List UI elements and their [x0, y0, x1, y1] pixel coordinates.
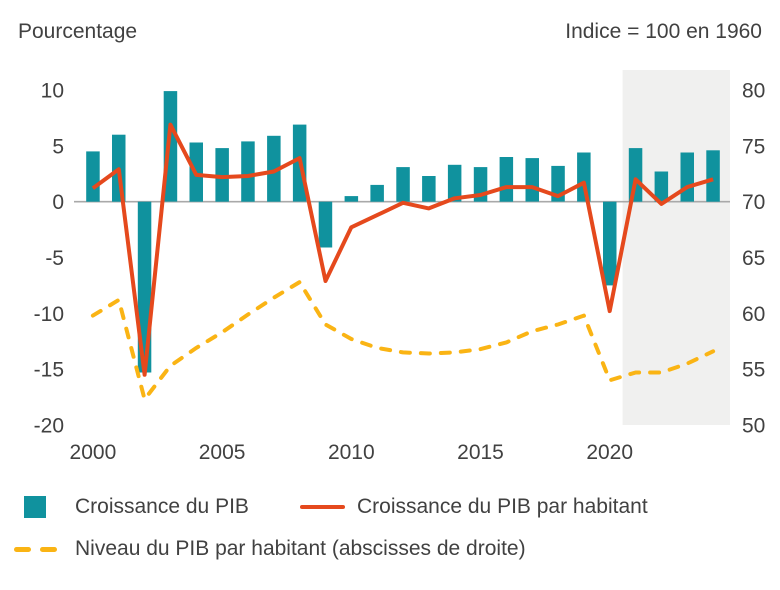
x-axis-tick: 2000 — [70, 441, 117, 464]
bar-2014 — [447, 164, 462, 202]
right-axis-title: Indice = 100 en 1960 — [565, 20, 762, 43]
bar-2023 — [680, 152, 694, 202]
left-axis-title: Pourcentage — [18, 20, 138, 43]
legend-item-gdp-per-capita-level: Niveau du PIB par habitant (abscisses de… — [14, 534, 526, 564]
bar-2013 — [422, 176, 436, 202]
gdp-growth-swatch-icon — [24, 496, 46, 518]
legend-row-1: Croissance du PIB Croissance du PIB par … — [0, 492, 780, 526]
legend-label-gdp-per-capita-level: Niveau du PIB par habitant (abscisses de… — [75, 537, 526, 560]
right-axis-tick: 70 — [742, 191, 765, 214]
right-axis-tick: 50 — [742, 415, 765, 438]
legend-label-gdp-per-capita-growth: Croissance du PIB par habitant — [357, 495, 648, 518]
left-axis-tick: -10 — [34, 303, 64, 326]
bar-2022 — [654, 171, 669, 202]
left-axis-tick: -15 — [34, 359, 64, 382]
gdp-per-capita-growth-line — [91, 122, 714, 377]
bar-2007 — [267, 135, 281, 202]
left-axis-tick: 0 — [52, 191, 64, 214]
bar-2000 — [86, 151, 100, 202]
x-axis-tick: 2010 — [328, 441, 375, 464]
right-axis-tick: 55 — [742, 359, 765, 382]
x-axis-tick: 2015 — [457, 441, 504, 464]
bar-2012 — [396, 167, 410, 202]
legend-row-2: Niveau du PIB par habitant (abscisses de… — [0, 534, 780, 568]
chart-header: Pourcentage Indice = 100 en 1960 — [0, 20, 780, 48]
bar-2019 — [577, 152, 591, 202]
x-axis-tick: 2005 — [199, 441, 246, 464]
bar-2016 — [499, 157, 514, 202]
right-axis-tick: 75 — [742, 135, 765, 158]
x-axis-tick: 2020 — [586, 441, 633, 464]
bar-2005 — [215, 148, 229, 202]
legend-item-gdp-per-capita-growth: Croissance du PIB par habitant — [300, 492, 648, 522]
gdp-per-capita-level-swatch-icon — [14, 546, 57, 552]
gdp-per-capita-level-line — [90, 280, 716, 402]
bar-2006 — [241, 141, 255, 202]
bar-2011 — [370, 184, 384, 202]
legend-label-gdp-growth: Croissance du PIB — [75, 495, 249, 518]
left-axis-tick: -5 — [45, 247, 64, 270]
left-axis-tick: 5 — [52, 135, 64, 158]
bar-2020 — [603, 201, 617, 286]
legend: Croissance du PIB Croissance du PIB par … — [0, 492, 780, 568]
bar-2010 — [344, 196, 359, 202]
legend-item-gdp-growth: Croissance du PIB — [24, 492, 249, 522]
left-axis-tick: -20 — [34, 415, 64, 438]
line-series-layer — [90, 122, 716, 402]
left-axis-tick: 10 — [41, 80, 64, 103]
gdp-per-capita-growth-swatch-icon — [300, 505, 345, 509]
bar-2009 — [318, 201, 333, 248]
bar-2017 — [525, 158, 539, 202]
right-axis-tick: 80 — [742, 80, 765, 103]
right-axis-tick: 60 — [742, 303, 765, 326]
bar-2024 — [706, 150, 720, 202]
right-axis-tick: 65 — [742, 247, 765, 270]
